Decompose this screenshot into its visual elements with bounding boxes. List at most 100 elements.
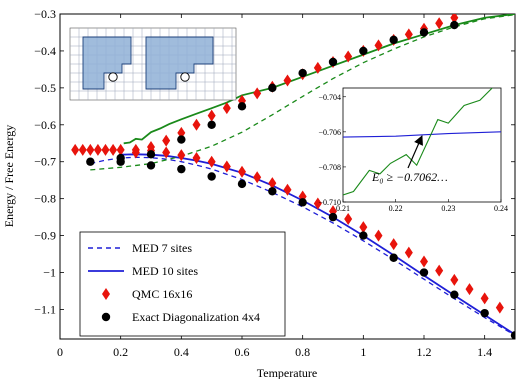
point-exact-diagonalization-4x4: [298, 198, 307, 207]
point-exact-diagonalization-4x4: [86, 157, 95, 166]
point-exact-diagonalization-4x4: [207, 172, 216, 181]
point-qmc-16x16: [116, 143, 125, 156]
x-tick-label: 0: [57, 345, 63, 359]
y-tick-label: −0.5: [34, 81, 56, 95]
point-exact-diagonalization-4x4: [480, 308, 489, 318]
point-qmc-16x16-free-energy: [313, 61, 322, 74]
point-qmc-16x16: [344, 212, 353, 225]
point-qmc-16x16: [177, 149, 186, 162]
legend-label-med7: MED 7 sites: [132, 241, 192, 255]
legend-swatch-qmc: [102, 288, 110, 300]
point-qmc-16x16: [71, 143, 80, 156]
point-exact-diagonalization-4x4-free-energy: [146, 150, 156, 159]
point-qmc-16x16-free-energy: [147, 140, 155, 153]
point-qmc-16x16-free-energy: [253, 87, 262, 100]
point-qmc-16x16: [359, 221, 368, 234]
point-exact-diagonalization-4x4-free-energy: [389, 35, 398, 45]
point-qmc-16x16: [253, 171, 262, 184]
point-qmc-16x16: [389, 238, 398, 251]
point-qmc-16x16-free-energy: [374, 39, 383, 52]
legend: MED 7 sites MED 10 sites QMC 16x16 Exact…: [79, 231, 286, 337]
lattice-diagram: [69, 27, 237, 101]
point-exact-diagonalization-4x4: [177, 164, 186, 174]
legend-label-med10: MED 10 sites: [132, 264, 198, 278]
y-tick-label: −1.1: [34, 302, 56, 316]
point-qmc-16x16: [78, 143, 87, 156]
point-exact-diagonalization-4x4-free-energy: [419, 28, 429, 37]
point-qmc-16x16: [435, 264, 444, 277]
x-tick-label: 1: [360, 345, 366, 359]
x-tick-label: 1.4: [477, 345, 492, 359]
point-exact-diagonalization-4x4: [328, 212, 338, 222]
point-exact-diagonalization-4x4-free-energy: [359, 46, 368, 56]
inset-y-tick-label: −0.710: [318, 198, 341, 207]
point-qmc-16x16: [101, 143, 110, 156]
inset-y-tick-label: −0.704: [318, 93, 341, 102]
point-qmc-16x16: [109, 143, 118, 156]
inset-annotation: E₀ ≥ −0.7062…: [371, 170, 448, 184]
point-qmc-16x16-free-energy: [192, 118, 201, 131]
point-exact-diagonalization-4x4: [510, 331, 515, 339]
point-qmc-16x16: [450, 273, 459, 286]
point-qmc-16x16: [162, 146, 171, 159]
point-exact-diagonalization-4x4-free-energy: [177, 135, 186, 144]
point-qmc-16x16: [374, 229, 383, 242]
inset-x-tick-label: 0.21: [336, 204, 350, 213]
point-exact-diagonalization-4x4-free-energy: [237, 102, 247, 111]
point-exact-diagonalization-4x4: [419, 268, 429, 277]
point-qmc-16x16: [420, 255, 428, 268]
inset-line-green: [343, 88, 493, 196]
chart-series: [71, 14, 515, 339]
point-exact-diagonalization-4x4: [237, 179, 247, 189]
lattice-cluster-shape: [145, 36, 214, 90]
point-exact-diagonalization-4x4-free-energy: [328, 57, 338, 67]
point-qmc-16x16-free-energy: [207, 109, 216, 122]
lattice-site-marker: [180, 72, 190, 82]
y-tick-label: −0.6: [34, 118, 56, 132]
point-qmc-16x16: [268, 177, 277, 190]
y-tick-label: −0.9: [34, 229, 56, 243]
point-qmc-16x16: [495, 301, 504, 314]
inset-y-tick-label: −0.706: [318, 128, 341, 137]
point-qmc-16x16-free-energy: [344, 50, 353, 63]
point-qmc-16x16: [283, 183, 292, 196]
point-qmc-16x16: [207, 155, 216, 168]
point-exact-diagonalization-4x4-free-energy: [116, 153, 125, 163]
point-exact-diagonalization-4x4: [450, 290, 459, 299]
x-tick-label: 0.6: [235, 345, 250, 359]
point-qmc-16x16: [192, 152, 201, 165]
lattice-site-marker: [108, 72, 118, 82]
lattice-cluster-shape: [82, 36, 132, 90]
point-qmc-16x16-free-energy: [131, 146, 140, 159]
point-qmc-16x16: [313, 197, 322, 210]
point-qmc-16x16-free-energy: [450, 14, 459, 24]
legend-swatch-ed: [101, 312, 111, 322]
inset-arrow: [407, 135, 423, 169]
inset-x-tick-label: 0.23: [441, 204, 455, 213]
x-tick-label: 0.8: [295, 345, 310, 359]
point-qmc-16x16: [86, 143, 95, 156]
inset-x-tick-label: 0.22: [389, 204, 403, 213]
legend-label-ed: Exact Diagonalization 4x4: [132, 310, 260, 324]
point-qmc-16x16: [93, 143, 102, 156]
point-exact-diagonalization-4x4: [146, 161, 156, 170]
point-qmc-16x16-free-energy: [222, 102, 231, 115]
point-qmc-16x16-free-energy: [404, 28, 413, 41]
inset-series: [343, 88, 501, 196]
y-tick-label: −0.7: [34, 155, 56, 169]
point-exact-diagonalization-4x4-free-energy: [298, 68, 307, 78]
inset-x-tick-label: 0.24: [494, 204, 508, 213]
point-exact-diagonalization-4x4-free-energy: [207, 120, 216, 129]
inset-plot: 0.21 0.22 0.23 0.24 −0.704 −0.706 −0.708 −0.710…: [318, 87, 508, 213]
point-qmc-16x16-free-energy: [435, 17, 444, 30]
x-tick-label: 1.2: [417, 345, 432, 359]
legend-box: [79, 231, 286, 337]
point-qmc-16x16: [465, 283, 474, 296]
inset-line-blue: [343, 131, 501, 138]
legend-label-qmc: QMC 16x16: [132, 287, 192, 301]
series-line-med-7-sites-free-energy: [90, 14, 515, 171]
inset-axis-ticks: 0.21 0.22 0.23 0.24 −0.704 −0.706 −0.708 −0.710: [318, 93, 508, 213]
y-tick-label: −0.3: [34, 7, 56, 21]
inset-y-tick-label: −0.708: [318, 163, 341, 172]
